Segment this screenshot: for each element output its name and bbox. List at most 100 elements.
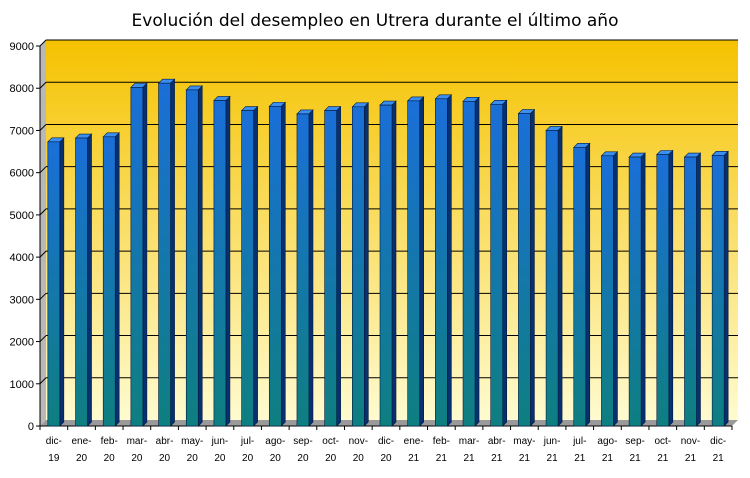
x-tick-label: mar-20 xyxy=(127,436,148,464)
x-tick-label: may-20 xyxy=(181,436,203,464)
y-tick-label: 7000 xyxy=(10,125,34,137)
y-tick-label: 5000 xyxy=(10,210,34,222)
x-tick-label: jul-20 xyxy=(240,436,254,464)
bar xyxy=(628,152,646,427)
bar-front xyxy=(490,103,504,427)
plot-area: 0 1000 2000 3000 4000 5000 6000 7000 8000 9000 di… xyxy=(10,39,738,464)
bar-side xyxy=(142,82,148,427)
bar-front xyxy=(158,82,171,427)
bar xyxy=(656,149,674,427)
x-tick-label: sep-20 xyxy=(293,436,312,464)
bar xyxy=(489,99,508,427)
x-tick-label: abr-20 xyxy=(156,436,174,464)
x-tick-label: jun-20 xyxy=(211,436,229,464)
bar-front xyxy=(435,98,448,427)
bar xyxy=(296,109,314,427)
bar xyxy=(323,105,342,427)
y-tick-label: 9000 xyxy=(10,41,34,53)
x-tick-label: may-21 xyxy=(513,436,535,464)
bar xyxy=(711,150,729,427)
bar xyxy=(462,96,480,427)
x-tick-label: sep-21 xyxy=(625,436,644,464)
bar-side xyxy=(419,96,424,427)
bar xyxy=(600,151,619,427)
gridline-diag xyxy=(39,377,47,385)
bar-side xyxy=(336,105,341,427)
bar-front xyxy=(601,155,614,427)
chart-title: Evolución del desempleo en Utrera durant… xyxy=(132,11,619,31)
bar-front xyxy=(573,147,587,427)
gridline-diag xyxy=(39,39,47,47)
bar xyxy=(47,137,65,427)
bar xyxy=(268,101,287,427)
bar-front xyxy=(684,156,697,427)
y-tick-label: 3000 xyxy=(10,294,34,306)
bar xyxy=(213,95,231,427)
bar-side xyxy=(280,101,286,427)
bar-front xyxy=(102,136,116,427)
bar-front xyxy=(628,156,642,427)
bar-front xyxy=(462,101,476,427)
bars xyxy=(47,78,729,427)
x-tick-label: dic-20 xyxy=(378,436,394,464)
gridline-diag xyxy=(39,81,47,89)
bar-side xyxy=(87,133,92,427)
bar xyxy=(351,102,370,427)
bar-front xyxy=(130,87,144,427)
x-tick-label: oct-21 xyxy=(654,436,671,464)
bar-front xyxy=(518,113,531,427)
x-tick-label: ene-20 xyxy=(72,436,92,464)
bar-front xyxy=(407,100,420,427)
bar xyxy=(434,94,453,427)
x-tick-label: abr-21 xyxy=(488,436,506,464)
bar-front xyxy=(268,106,282,427)
x-axis-ticks: dic-19 ene-20 feb-20 mar-20 abr-20 may-20 jun-… xyxy=(39,426,733,464)
bar-front xyxy=(241,110,254,427)
y-tick-label: 6000 xyxy=(10,168,34,180)
bar-front xyxy=(324,110,337,427)
x-tick-label: nov-20 xyxy=(349,436,368,464)
bar xyxy=(102,132,120,427)
bar-side xyxy=(613,151,618,427)
bar xyxy=(683,152,702,427)
bar-front xyxy=(185,89,199,427)
gridline-diag xyxy=(39,250,47,258)
bar-front xyxy=(75,137,88,427)
bar-front xyxy=(545,130,559,427)
x-tick-label: dic-19 xyxy=(46,436,62,464)
x-tick-label: dic-21 xyxy=(710,436,726,464)
gridline-diag xyxy=(39,292,47,300)
bar-side xyxy=(585,142,591,427)
bar-side xyxy=(308,109,314,427)
bar-front xyxy=(711,155,725,427)
bar-side xyxy=(447,94,452,427)
bar-front xyxy=(656,154,670,427)
bar xyxy=(573,142,591,427)
bar-side xyxy=(225,95,231,427)
bar xyxy=(74,133,93,427)
x-tick-label: feb-20 xyxy=(101,436,118,464)
x-tick-label: oct-20 xyxy=(322,436,339,464)
x-tick-label: nov-21 xyxy=(681,436,700,464)
bar-front xyxy=(296,113,310,427)
y-axis-ticks: 0 1000 2000 3000 4000 5000 6000 7000 8000 9000 xyxy=(10,41,40,433)
x-tick-label: ene-21 xyxy=(404,436,424,464)
bar-side xyxy=(114,132,120,427)
bar-front xyxy=(47,141,61,427)
y-tick-label: 8000 xyxy=(10,83,34,95)
bar xyxy=(379,100,397,427)
bar-side xyxy=(59,137,65,427)
bar xyxy=(545,125,563,427)
bar xyxy=(240,105,259,427)
bar-side xyxy=(502,99,508,427)
bar-side xyxy=(668,149,674,427)
bar-side xyxy=(170,78,175,427)
bar-side xyxy=(197,85,203,427)
bar-side xyxy=(364,102,369,427)
bar-side xyxy=(253,105,258,427)
bar xyxy=(517,108,536,427)
bar-front xyxy=(352,106,365,427)
gridline-diag xyxy=(39,124,47,131)
bar-front xyxy=(213,100,227,427)
